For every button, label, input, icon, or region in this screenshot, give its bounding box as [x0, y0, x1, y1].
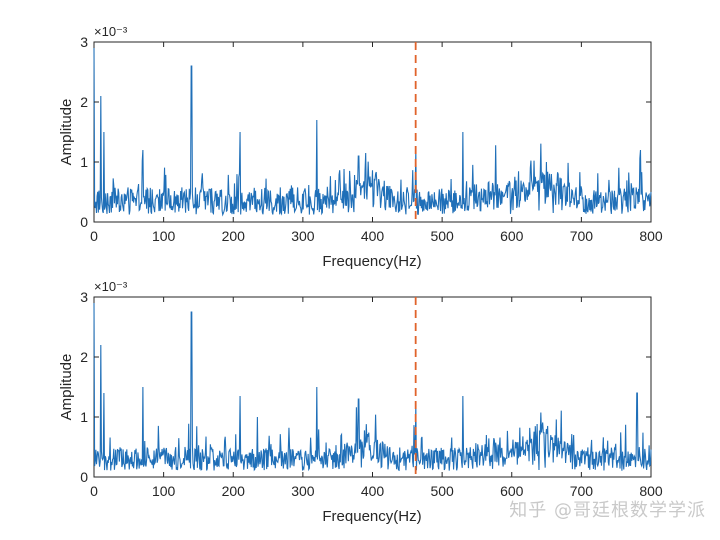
y-ticks-1: 0 1 2 3 [80, 34, 651, 230]
spectrum-line [93, 302, 652, 472]
y-axis-label-2: Amplitude [58, 354, 75, 421]
x-tick-label: 700 [570, 483, 594, 499]
x-axis-label-1: Frequency(Hz) [322, 253, 421, 270]
x-tick-label: 0 [90, 483, 98, 499]
x-tick-label: 500 [430, 228, 454, 244]
x-tick-label: 400 [361, 483, 385, 499]
x-tick-label: 300 [291, 483, 315, 499]
x-tick-label: 400 [361, 228, 385, 244]
x-tick-label: 300 [291, 228, 315, 244]
y-tick-label: 2 [80, 94, 88, 110]
x-tick-label: 200 [222, 228, 246, 244]
subplot-1: 0 100 200 300 400 500 600 700 800 0 1 2 3 Frequency… [58, 24, 663, 270]
x-tick-label: 100 [152, 483, 176, 499]
plot-area-2 [93, 296, 652, 478]
y-tick-label: 1 [80, 409, 88, 425]
x-tick-label: 600 [500, 228, 524, 244]
y-tick-label: 1 [80, 154, 88, 170]
x-tick-label: 100 [152, 228, 176, 244]
x-tick-label: 800 [639, 483, 663, 499]
signal-series-2 [93, 302, 652, 472]
x-axis-label-2: Frequency(Hz) [322, 508, 421, 525]
x-tick-label: 600 [500, 483, 524, 499]
x-ticks-2: 0 100 200 300 400 500 600 700 800 [90, 297, 663, 499]
y-tick-label: 2 [80, 349, 88, 365]
subplot-2: 0 100 200 300 400 500 600 700 800 0 1 2 3 Frequency… [58, 279, 663, 525]
y-tick-label: 3 [80, 34, 88, 50]
y-axis-label-1: Amplitude [58, 99, 75, 166]
y-tick-label: 3 [80, 289, 88, 305]
watermark: 知乎 @哥廷根数学学派 [509, 500, 706, 521]
exponent-label-1: ×10⁻³ [94, 24, 128, 39]
x-ticks-1: 0 100 200 300 400 500 600 700 800 [90, 42, 663, 244]
x-tick-label: 800 [639, 228, 663, 244]
spectrum-line [93, 47, 652, 217]
exponent-label-2: ×10⁻³ [94, 279, 128, 294]
x-tick-label: 200 [222, 483, 246, 499]
y-tick-label: 0 [80, 469, 88, 485]
y-ticks-2: 0 1 2 3 [80, 289, 651, 485]
x-tick-label: 0 [90, 228, 98, 244]
y-tick-label: 0 [80, 214, 88, 230]
signal-series-1 [93, 47, 652, 217]
x-tick-label: 700 [570, 228, 594, 244]
x-tick-label: 500 [430, 483, 454, 499]
